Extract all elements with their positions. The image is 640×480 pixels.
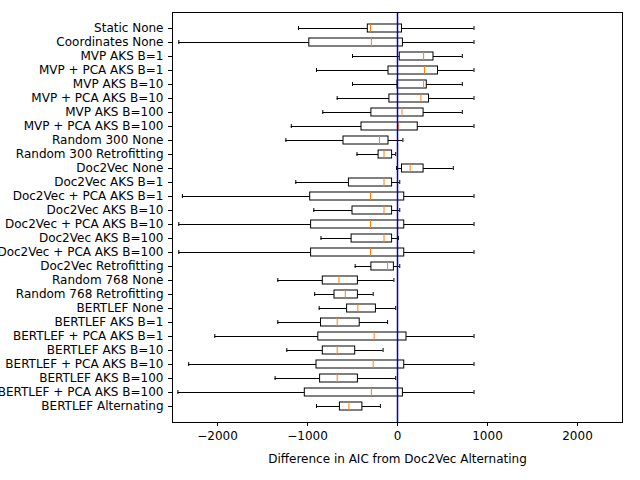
svg-text:Doc2Vec AKS B=10: Doc2Vec AKS B=10 [47, 203, 164, 217]
svg-text:Coordinates None: Coordinates None [56, 35, 163, 49]
svg-text:Doc2Vec None: Doc2Vec None [76, 161, 163, 175]
svg-text:BERTLEF AKS B=1: BERTLEF AKS B=1 [54, 315, 163, 329]
svg-text:Doc2Vec AKS B=1: Doc2Vec AKS B=1 [54, 175, 163, 189]
svg-text:Doc2Vec + PCA AKS B=10: Doc2Vec + PCA AKS B=10 [5, 217, 163, 231]
svg-text:2000: 2000 [562, 429, 593, 443]
svg-text:Random 300 Retrofitting: Random 300 Retrofitting [16, 147, 164, 161]
svg-text:Doc2Vec Retrofitting: Doc2Vec Retrofitting [40, 259, 163, 273]
svg-text:BERTLEF + PCA AKS B=1: BERTLEF + PCA AKS B=1 [13, 329, 164, 343]
svg-text:MVP AKS B=10: MVP AKS B=10 [73, 77, 164, 91]
svg-text:MVP AKS B=1: MVP AKS B=1 [80, 49, 163, 63]
svg-text:Doc2Vec + PCA AKS B=1: Doc2Vec + PCA AKS B=1 [13, 189, 164, 203]
svg-text:BERTLEF + PCA AKS B=10: BERTLEF + PCA AKS B=10 [5, 357, 163, 371]
svg-text:MVP + PCA AKS B=10: MVP + PCA AKS B=10 [31, 91, 163, 105]
svg-text:Random 768 Retrofitting: Random 768 Retrofitting [16, 287, 164, 301]
svg-text:Random 768 None: Random 768 None [52, 273, 164, 287]
svg-text:MVP + PCA AKS B=1: MVP + PCA AKS B=1 [39, 63, 164, 77]
svg-text:Doc2Vec AKS B=100: Doc2Vec AKS B=100 [39, 231, 164, 245]
svg-text:BERTLEF None: BERTLEF None [77, 301, 164, 315]
svg-text:BERTLEF Alternating: BERTLEF Alternating [41, 399, 163, 413]
svg-text:Random 300 None: Random 300 None [52, 133, 164, 147]
svg-text:Difference in AIC from Doc2Vec: Difference in AIC from Doc2Vec Alternati… [268, 452, 527, 466]
svg-text:BERTLEF + PCA AKS B=100: BERTLEF + PCA AKS B=100 [0, 385, 164, 399]
svg-text:BERTLEF AKS B=10: BERTLEF AKS B=10 [47, 343, 164, 357]
svg-text:BERTLEF AKS B=100: BERTLEF AKS B=100 [39, 371, 163, 385]
svg-text:MVP + PCA AKS B=100: MVP + PCA AKS B=100 [24, 119, 164, 133]
svg-text:0: 0 [394, 429, 402, 443]
svg-text:Static None: Static None [94, 21, 163, 35]
svg-text:1000: 1000 [472, 429, 503, 443]
svg-text:−1000: −1000 [287, 429, 328, 443]
svg-text:Doc2Vec + PCA AKS B=100: Doc2Vec + PCA AKS B=100 [0, 245, 164, 259]
svg-text:MVP AKS B=100: MVP AKS B=100 [65, 105, 163, 119]
svg-text:−2000: −2000 [197, 429, 238, 443]
